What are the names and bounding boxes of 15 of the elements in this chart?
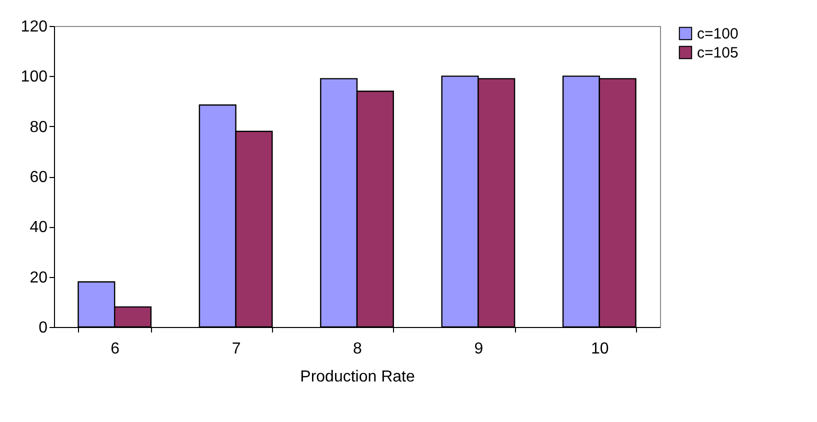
x-tick-label: 7 (232, 340, 241, 358)
y-tick-label: 120 (20, 18, 48, 36)
x-axis-title: Production Rate (300, 368, 415, 386)
legend-label: c=105 (697, 44, 738, 62)
y-tick-label: 80 (30, 118, 48, 136)
y-tick-label: 100 (20, 68, 48, 86)
y-tick-label: 40 (30, 219, 48, 236)
x-tick-label: 9 (474, 340, 484, 358)
legend-label: c=100 (697, 26, 738, 42)
y-tick-label: 20 (30, 269, 48, 286)
x-tick-label: 10 (591, 340, 609, 358)
x-tick-label: 8 (353, 340, 362, 358)
y-tick-label: 60 (30, 169, 48, 186)
x-tick-label: 6 (110, 340, 120, 358)
y-tick-label: 0 (38, 320, 48, 336)
